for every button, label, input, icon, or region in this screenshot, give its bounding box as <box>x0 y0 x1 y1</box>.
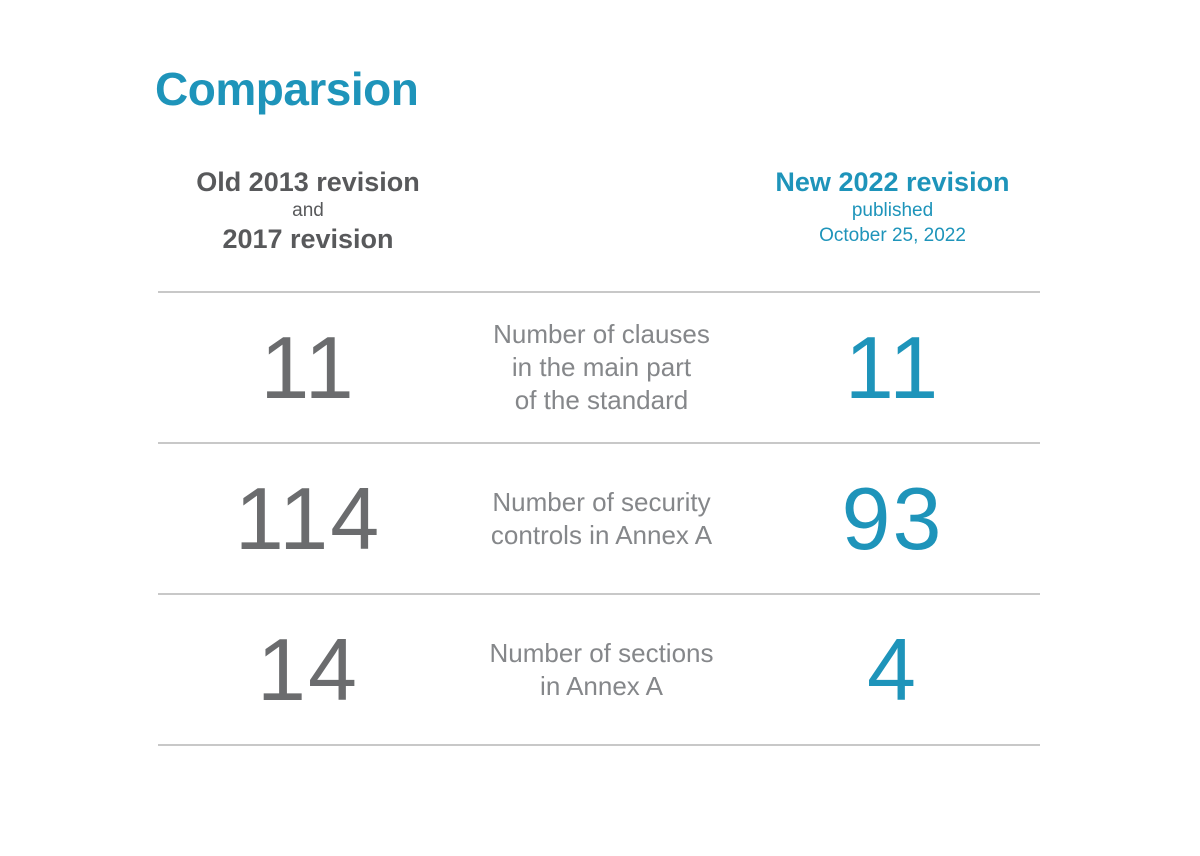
table-row: 114 Number of security controls in Annex… <box>158 442 1040 593</box>
new-header-published-label: published <box>851 200 934 221</box>
comparison-table: Old 2013 revision and 2017 revision New … <box>158 150 1040 746</box>
new-value: 93 <box>841 468 944 568</box>
old-value: 11 <box>260 317 356 417</box>
table-row: 11 Number of clauses in the main part of… <box>158 291 1040 442</box>
bottom-divider <box>158 744 1040 746</box>
row-label: Number of clauses in the main part of th… <box>493 319 710 415</box>
row-label: Number of sections in Annex A <box>489 637 714 701</box>
new-header-published-date: October 25, 2022 <box>819 225 966 246</box>
table-header-spacer <box>458 150 745 291</box>
new-value: 4 <box>867 619 918 719</box>
row-label: Number of security controls in Annex A <box>490 486 713 550</box>
new-header-title: New 2022 revision <box>775 167 1010 197</box>
old-value: 14 <box>257 619 359 719</box>
page-title: Comparsion <box>155 63 419 115</box>
table-row: 14 Number of sections in Annex A 4 <box>158 593 1040 744</box>
table-header-new: New 2022 revision published October 25, … <box>745 150 1040 291</box>
old-value: 114 <box>234 468 382 568</box>
new-value: 11 <box>844 317 941 417</box>
old-header-title: Old 2013 revision <box>196 167 420 197</box>
old-header-second-title: 2017 revision <box>222 224 394 254</box>
old-header-connector: and <box>292 200 324 221</box>
table-header-row: Old 2013 revision and 2017 revision New … <box>158 150 1040 291</box>
table-header-old: Old 2013 revision and 2017 revision <box>158 150 458 291</box>
